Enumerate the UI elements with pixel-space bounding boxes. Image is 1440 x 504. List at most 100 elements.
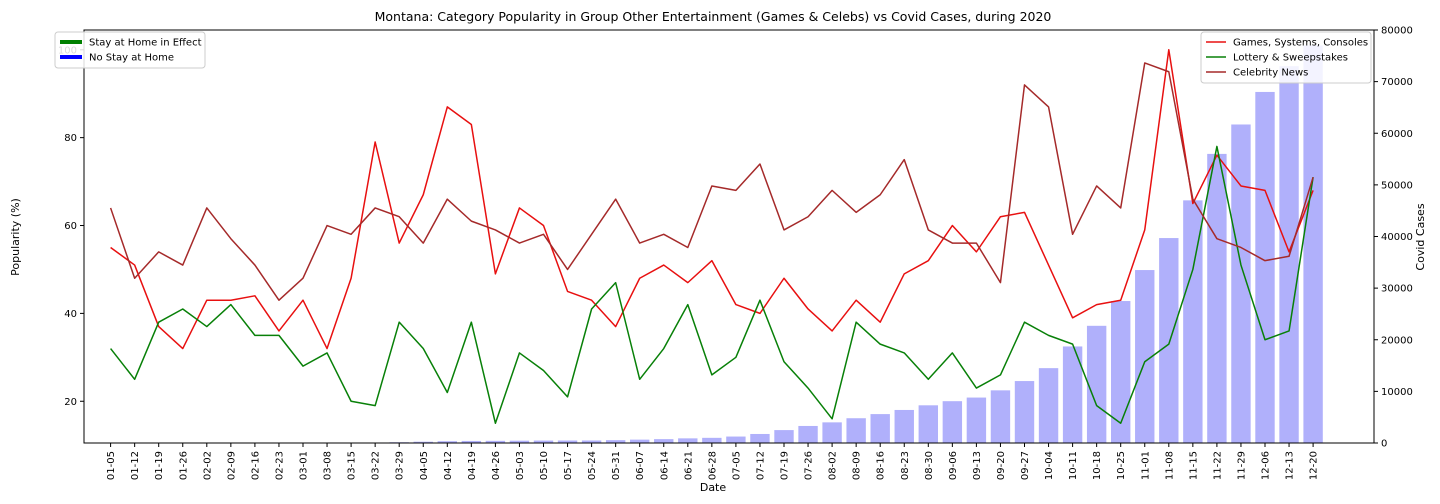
y2-tick-label: 0: [1381, 439, 1387, 450]
x-tick-label: 11-22: [1212, 451, 1223, 480]
x-tick-label: 03-01: [299, 451, 310, 480]
covid-bar: [630, 439, 650, 443]
covid-bar: [437, 441, 457, 443]
covid-bars: [389, 45, 1323, 444]
covid-bar: [1014, 381, 1035, 443]
x-tick-label: 11-29: [1236, 451, 1247, 480]
covid-bar: [509, 440, 530, 443]
y2-tick-label: 10000: [1381, 387, 1413, 398]
covid-bar: [798, 425, 818, 443]
covid-bar: [990, 390, 1011, 443]
x-tick-label: 05-31: [611, 451, 622, 480]
covid-bar: [1038, 368, 1059, 443]
x-tick-label: 06-14: [659, 451, 670, 480]
x-tick-label: 01-05: [106, 451, 117, 480]
x-tick-label: 03-15: [347, 451, 358, 480]
chart-title: Montana: Category Popularity in Group Ot…: [375, 9, 1052, 24]
x-tick-label: 09-20: [996, 451, 1007, 480]
x-tick-label: 12-06: [1261, 451, 1272, 480]
x-tick-label: 10-04: [1044, 451, 1055, 480]
x-tick-label: 03-29: [395, 451, 406, 480]
y2-tick-label: 70000: [1381, 77, 1413, 88]
series-line-3: [109, 62, 1314, 301]
covid-bar: [533, 440, 554, 443]
x-tick-label: 01-12: [130, 451, 141, 480]
y-axis-popularity: 20406080100: [58, 45, 84, 408]
x-tick-label: 07-26: [804, 451, 815, 480]
x-tick-label: 04-26: [491, 451, 502, 480]
covid-bar: [774, 430, 794, 443]
y2-tick-label: 30000: [1381, 284, 1413, 295]
covid-bar: [413, 441, 433, 443]
covid-bar: [678, 438, 698, 443]
covid-bar: [702, 437, 722, 443]
covid-bar: [1111, 301, 1131, 443]
covid-bar: [726, 436, 746, 443]
legend-box: [54, 31, 206, 69]
covid-bar: [1159, 238, 1179, 443]
plot-frame: [83, 29, 1375, 444]
covid-bar: [894, 409, 914, 443]
y-tick-label: 60: [64, 221, 77, 232]
covid-bar: [846, 418, 866, 443]
covid-bar: [485, 440, 506, 443]
legend-box: [1200, 31, 1372, 84]
covid-bar: [605, 440, 626, 443]
covid-bar: [1183, 200, 1203, 443]
x-tick-label: 12-20: [1309, 451, 1320, 480]
covid-bar: [1135, 270, 1155, 443]
x-tick-label: 04-19: [467, 451, 478, 480]
covid-bar: [966, 397, 987, 443]
x-tick-label: 10-25: [1116, 451, 1127, 480]
x-axis: 01-05 01-12 01-19 01-26 02-02 02-09 02-16 02-23…: [106, 443, 1320, 480]
x-tick-label: 05-17: [563, 451, 574, 480]
x-tick-label: 02-16: [250, 451, 261, 480]
legend-label: Lottery & Sweepstakes: [1233, 53, 1348, 64]
x-tick-label: 08-16: [876, 451, 887, 480]
legend-label: Games, Systems, Consoles: [1233, 38, 1368, 49]
x-tick-label: 12-13: [1285, 451, 1296, 480]
y2-tick-label: 60000: [1381, 129, 1413, 140]
x-tick-label: 09-27: [1020, 451, 1031, 480]
x-tick-label: 04-05: [419, 451, 430, 480]
x-tick-label: 06-28: [707, 451, 718, 480]
x-tick-label: 10-11: [1068, 451, 1079, 480]
x-tick-label: 06-21: [683, 451, 694, 480]
x-tick-label: 07-12: [755, 451, 766, 480]
x-tick-label: 06-07: [635, 451, 646, 480]
y-tick-label: 20: [64, 397, 77, 408]
covid-bar: [1207, 153, 1227, 443]
y2-tick-label: 50000: [1381, 180, 1413, 191]
y-axis-label: Popularity (%): [9, 198, 22, 276]
x-tick-label: 11-08: [1164, 451, 1175, 480]
covid-bar: [942, 401, 963, 443]
covid-bar: [822, 422, 842, 443]
y2-tick-label: 20000: [1381, 335, 1413, 346]
series-line-2: [110, 145, 1314, 424]
x-axis-label: Date: [700, 481, 727, 494]
covid-bar: [1086, 325, 1107, 443]
x-tick-label: 11-15: [1188, 451, 1199, 480]
covid-bar: [1255, 91, 1275, 443]
covid-bar: [1231, 124, 1251, 443]
x-tick-label: 05-10: [539, 451, 550, 480]
y2-tick-label: 80000: [1381, 26, 1413, 37]
x-tick-label: 03-22: [371, 451, 382, 480]
x-tick-label: 08-23: [900, 451, 911, 480]
y-tick-label: 80: [64, 133, 77, 144]
x-tick-label: 02-23: [274, 451, 285, 480]
x-tick-label: 10-18: [1092, 451, 1103, 480]
covid-bar: [654, 439, 674, 443]
legend-label: Celebrity News: [1233, 68, 1308, 79]
covid-bar: [750, 433, 770, 443]
x-tick-label: 05-24: [587, 451, 598, 480]
legend-series: Games, Systems, Consoles Lottery & Sweeps…: [1200, 31, 1372, 84]
x-tick-label: 01-26: [178, 451, 189, 480]
x-tick-label: 08-02: [828, 451, 839, 480]
x-tick-label: 05-03: [515, 451, 526, 480]
x-tick-label: 07-19: [780, 451, 791, 480]
series-lines: [109, 49, 1314, 424]
x-tick-label: 09-13: [972, 451, 983, 480]
y-tick-label: 40: [64, 309, 77, 320]
